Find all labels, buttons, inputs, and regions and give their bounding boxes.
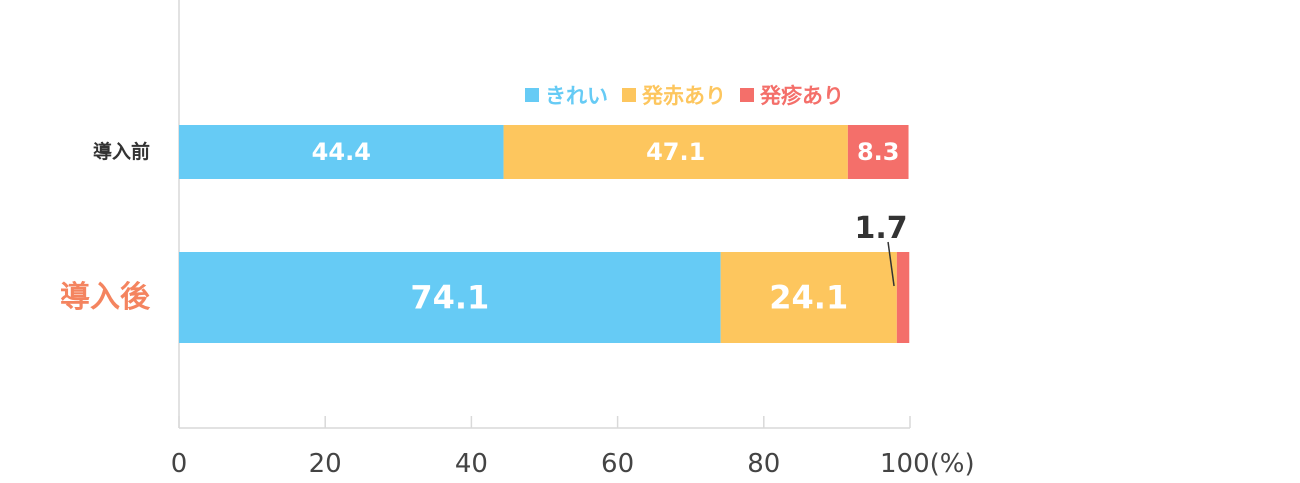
bar-value-label: 74.1 xyxy=(410,279,489,317)
legend-label: 発赤あり xyxy=(641,84,726,108)
bar-segment xyxy=(896,252,910,343)
legend: きれい 発赤あり 発疹あり xyxy=(525,84,844,108)
legend-label: きれい xyxy=(545,84,608,108)
bar-segment xyxy=(503,125,848,179)
bar-value-label: 8.3 xyxy=(857,138,900,166)
category-label: 導入後 xyxy=(60,280,151,315)
bar-segment xyxy=(847,125,909,179)
bar-segment xyxy=(720,252,897,343)
x-tick-label: 100(%) xyxy=(880,449,975,479)
bar-value-label: 24.1 xyxy=(769,279,848,317)
x-tick-label: 80 xyxy=(747,449,780,479)
legend-label: 発疹あり xyxy=(759,84,844,108)
bar-value-label: 44.4 xyxy=(312,138,371,166)
bar-value-label: 47.1 xyxy=(646,138,705,166)
x-tick-label: 0 xyxy=(171,449,188,479)
bar-value-label: 1.7 xyxy=(854,211,907,246)
bar-segment xyxy=(179,252,721,343)
legend-swatch xyxy=(525,88,539,102)
legend-swatch xyxy=(622,88,636,102)
callout-leader-line xyxy=(887,241,895,287)
x-tick-label: 40 xyxy=(455,449,488,479)
bars: 導入前 44.4 47.1 8.3 導入後 74.1 24.11.7 xyxy=(60,125,910,343)
category-label: 導入前 xyxy=(93,140,150,163)
x-tick-label: 20 xyxy=(309,449,342,479)
legend-swatch xyxy=(740,88,754,102)
axes: 0 20 40 60 80 100(%) xyxy=(171,0,975,479)
x-tick-label: 60 xyxy=(601,449,634,479)
bar-segment xyxy=(179,125,504,179)
